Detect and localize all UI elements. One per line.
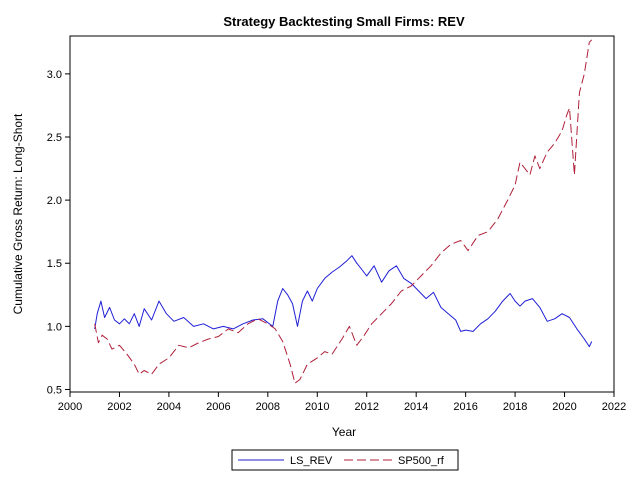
x-tick-label: 2010 — [305, 401, 329, 413]
y-axis: 0.5 1.0 1.5 2.0 2.5 3.0 — [47, 69, 70, 396]
x-tick-label: 2008 — [256, 401, 280, 413]
legend-label: LS_REV — [290, 455, 333, 467]
x-tick-label: 2016 — [453, 401, 477, 413]
y-tick-label: 1.5 — [47, 258, 62, 270]
y-tick-label: 2.0 — [47, 195, 62, 207]
legend: LS_REV SP500_rf — [238, 455, 445, 467]
x-tick-label: 2002 — [107, 401, 131, 413]
x-tick-label: 2022 — [602, 401, 626, 413]
x-tick-label: 2020 — [552, 401, 576, 413]
x-tick-label: 2012 — [354, 401, 378, 413]
x-tick-label: 2006 — [206, 401, 230, 413]
y-tick-label: 3.0 — [47, 69, 62, 81]
y-tick-label: 0.5 — [47, 384, 62, 396]
series-layer — [94, 39, 593, 384]
series-line-sp500-rf — [94, 39, 593, 384]
y-tick-label: 1.0 — [47, 321, 62, 333]
chart-title: Strategy Backtesting Small Firms: REV — [223, 14, 465, 29]
series-line-ls-rev — [94, 255, 593, 348]
x-tick-label: 2014 — [404, 401, 428, 413]
x-tick-label: 2018 — [503, 401, 527, 413]
x-tick-label: 2004 — [157, 401, 181, 413]
y-axis-label: Cumulative Gross Return: Long-Short — [11, 113, 25, 314]
x-axis-label: Year — [332, 425, 356, 439]
legend-label: SP500_rf — [398, 455, 445, 467]
y-tick-label: 2.5 — [47, 132, 62, 144]
x-tick-label: 2000 — [58, 401, 82, 413]
plot-frame — [69, 35, 615, 393]
x-axis: 2000 2002 2004 2006 2008 2010 2012 2014 2016 2018… — [58, 392, 626, 413]
